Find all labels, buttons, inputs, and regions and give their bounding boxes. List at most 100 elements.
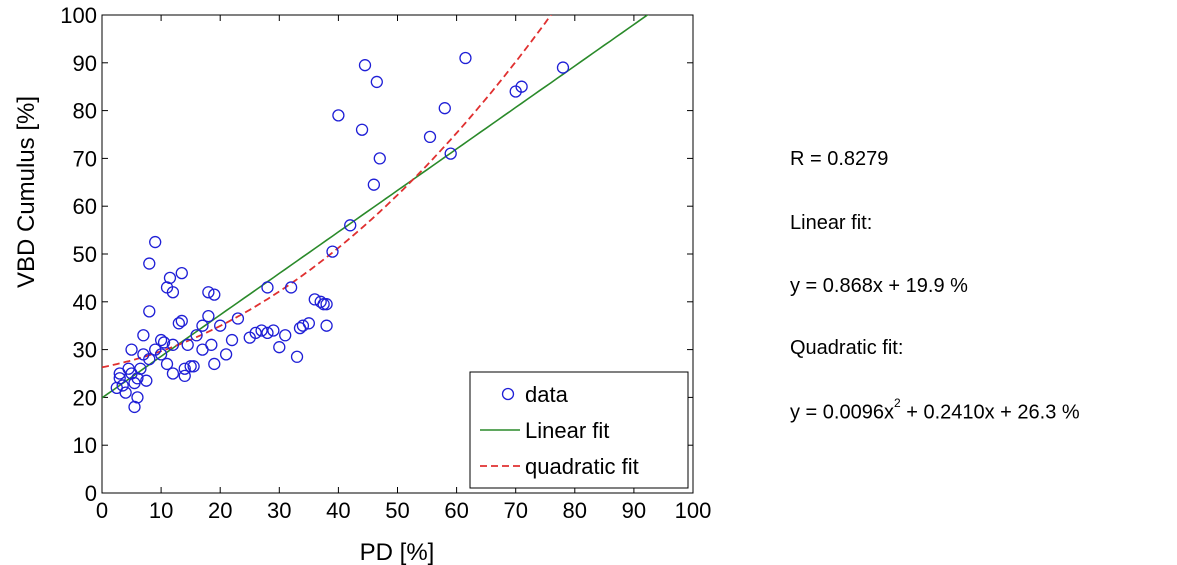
data-point	[284, 281, 298, 294]
data-point	[143, 257, 156, 270]
data-point	[154, 348, 168, 361]
data-point	[187, 360, 200, 373]
data-point	[166, 367, 180, 380]
legend-data-marker	[501, 387, 515, 401]
data-point	[355, 123, 369, 136]
data-point	[178, 369, 191, 383]
y-tick-label: 70	[73, 146, 97, 171]
data-point	[154, 333, 168, 347]
y-tick-label: 80	[73, 99, 97, 124]
data-point	[175, 314, 188, 328]
data-point	[267, 324, 280, 337]
x-tick-label: 0	[96, 498, 108, 523]
x-axis-label: PD [%]	[360, 539, 435, 565]
x-tick-label: 40	[326, 498, 350, 523]
data-point	[423, 130, 437, 144]
data-point	[190, 329, 203, 342]
y-tick-label: 0	[85, 481, 97, 506]
x-tick-label: 10	[149, 498, 173, 523]
data-point	[344, 219, 357, 232]
data-point	[196, 319, 209, 332]
x-tick-label: 60	[444, 498, 468, 523]
data-point	[459, 51, 472, 65]
data-point	[214, 319, 227, 332]
plot-area: 0 10 20 30 40 50 60 70 80 90 100 0 10 20 30 40 50 60 70 80 9…	[60, 3, 712, 523]
data-point	[370, 75, 383, 89]
x-tick-label: 30	[267, 498, 291, 523]
data-point	[119, 386, 132, 399]
linear-fit-equation: y = 0.868x + 19.9 %	[790, 275, 968, 297]
y-axis-label: VBD Cumulus [%]	[13, 96, 40, 288]
data-point	[181, 338, 194, 351]
data-point	[163, 271, 177, 285]
data-point	[149, 235, 162, 249]
data-point	[205, 338, 218, 351]
data-point	[143, 353, 156, 366]
data-point	[290, 350, 304, 363]
legend-label: Linear fit	[525, 418, 609, 443]
data-point	[116, 379, 129, 392]
data-point	[231, 312, 245, 325]
y-tick-label: 50	[73, 242, 97, 267]
y-tick-label: 30	[73, 338, 97, 363]
data-point	[202, 309, 215, 323]
x-tick-label: 100	[675, 498, 712, 523]
legend-label: quadratic fit	[525, 454, 639, 479]
data-point	[296, 319, 310, 332]
y-tick-label: 20	[73, 385, 97, 410]
data-point	[444, 147, 457, 160]
quadratic-fit-label: Quadratic fit:	[790, 337, 904, 359]
data-point	[219, 348, 233, 361]
data-point	[261, 281, 274, 294]
data-point	[113, 372, 126, 385]
data-point	[140, 374, 153, 387]
data-point	[358, 59, 372, 72]
y-tick-label: 40	[73, 290, 97, 315]
data-point	[261, 326, 274, 340]
data-point	[515, 80, 528, 93]
x-tick-label: 20	[208, 498, 232, 523]
data-point	[367, 178, 381, 191]
data-point	[317, 298, 330, 311]
data-point	[273, 341, 286, 354]
data-point	[131, 391, 144, 404]
data-point	[438, 102, 451, 115]
x-tick-label: 80	[563, 498, 587, 523]
linear-fit-line	[102, 15, 649, 399]
data-point	[172, 317, 185, 330]
legend-label: data	[525, 382, 569, 407]
data-point	[202, 286, 215, 299]
x-tick-label: 70	[503, 498, 527, 523]
data-point	[143, 305, 156, 318]
data-point	[332, 109, 345, 122]
linear-fit-label: Linear fit:	[790, 212, 873, 234]
x-tick-label: 90	[622, 498, 646, 523]
data-point	[160, 357, 174, 371]
data-point	[178, 362, 191, 375]
quadratic-eq-part1: y = 0.0096x	[790, 401, 894, 424]
x-tick-label: 50	[385, 498, 409, 523]
data-point	[249, 326, 262, 340]
data-point	[157, 336, 171, 349]
quadratic-fit-equation: y = 0.0096x2 + 0.2410x + 26.3 %	[790, 396, 1080, 425]
data-point	[208, 357, 221, 371]
data-point	[255, 324, 268, 337]
data-point	[166, 338, 180, 351]
data-point	[556, 61, 570, 74]
data-point	[326, 245, 339, 258]
y-tick-label: 100	[60, 3, 97, 28]
quadratic-eq-part2: + 0.2410x + 26.3 %	[900, 401, 1080, 424]
y-tick-label: 60	[73, 194, 97, 219]
data-point	[302, 317, 316, 330]
r-value: R = 0.8279	[790, 148, 889, 170]
data-point	[134, 362, 147, 375]
data-point	[320, 319, 333, 332]
quadratic-fit-curve	[102, 15, 553, 369]
data-point	[137, 329, 150, 342]
data-point	[314, 295, 327, 308]
data-point	[166, 286, 180, 299]
data-point	[225, 333, 239, 347]
y-tick-label: 10	[73, 433, 97, 458]
data-point	[279, 329, 292, 342]
